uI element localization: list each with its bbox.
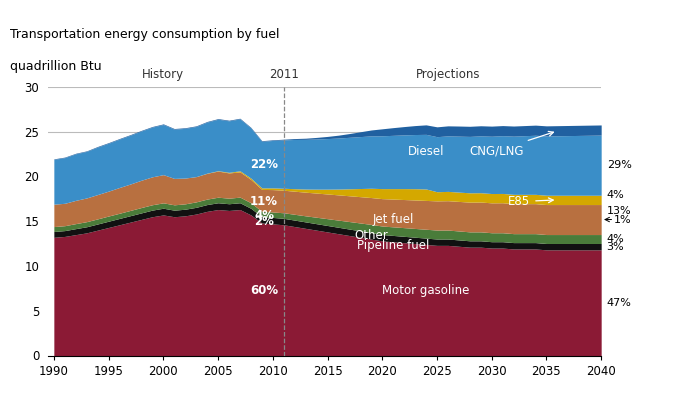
Text: 29%: 29% <box>607 160 632 170</box>
Text: 47%: 47% <box>607 298 632 308</box>
Text: E85: E85 <box>508 195 553 208</box>
Text: 13%: 13% <box>607 205 632 216</box>
Text: CNG/LNG: CNG/LNG <box>470 132 553 157</box>
Text: Motor gasoline: Motor gasoline <box>382 284 470 297</box>
Text: 1%: 1% <box>614 214 632 224</box>
Text: 2%: 2% <box>254 215 274 228</box>
Text: Other: Other <box>354 229 388 242</box>
Text: 22%: 22% <box>250 158 278 171</box>
Text: Projections: Projections <box>416 68 480 81</box>
Text: 4%: 4% <box>254 209 274 222</box>
Text: 3%: 3% <box>607 242 624 252</box>
Text: 2011: 2011 <box>269 68 299 81</box>
Text: quadrillion Btu: quadrillion Btu <box>10 60 102 73</box>
Text: 60%: 60% <box>250 284 278 297</box>
Text: 11%: 11% <box>250 195 278 208</box>
Text: Pipeline fuel: Pipeline fuel <box>357 239 429 252</box>
Text: Diesel: Diesel <box>408 145 444 158</box>
Text: Jet fuel: Jet fuel <box>372 213 414 226</box>
Text: 4%: 4% <box>607 190 625 200</box>
Text: 4%: 4% <box>607 234 625 244</box>
Text: Transportation energy consumption by fuel: Transportation energy consumption by fue… <box>10 28 279 41</box>
Text: History: History <box>142 68 184 81</box>
